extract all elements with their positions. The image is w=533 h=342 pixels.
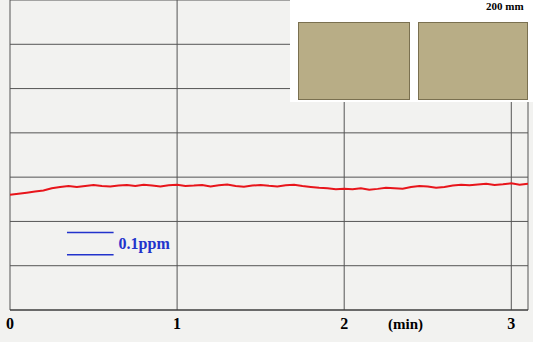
html-text:(min): (min) (388, 316, 423, 332)
svg-text:1: 1 (173, 315, 181, 332)
svg-text:0: 0 (6, 315, 14, 332)
svg-text:2: 2 (340, 315, 348, 332)
html-text:200 mm: 200 mm (486, 0, 524, 12)
svg-text:3: 3 (507, 315, 515, 332)
svg-text:0.1ppm: 0.1ppm (119, 235, 171, 253)
